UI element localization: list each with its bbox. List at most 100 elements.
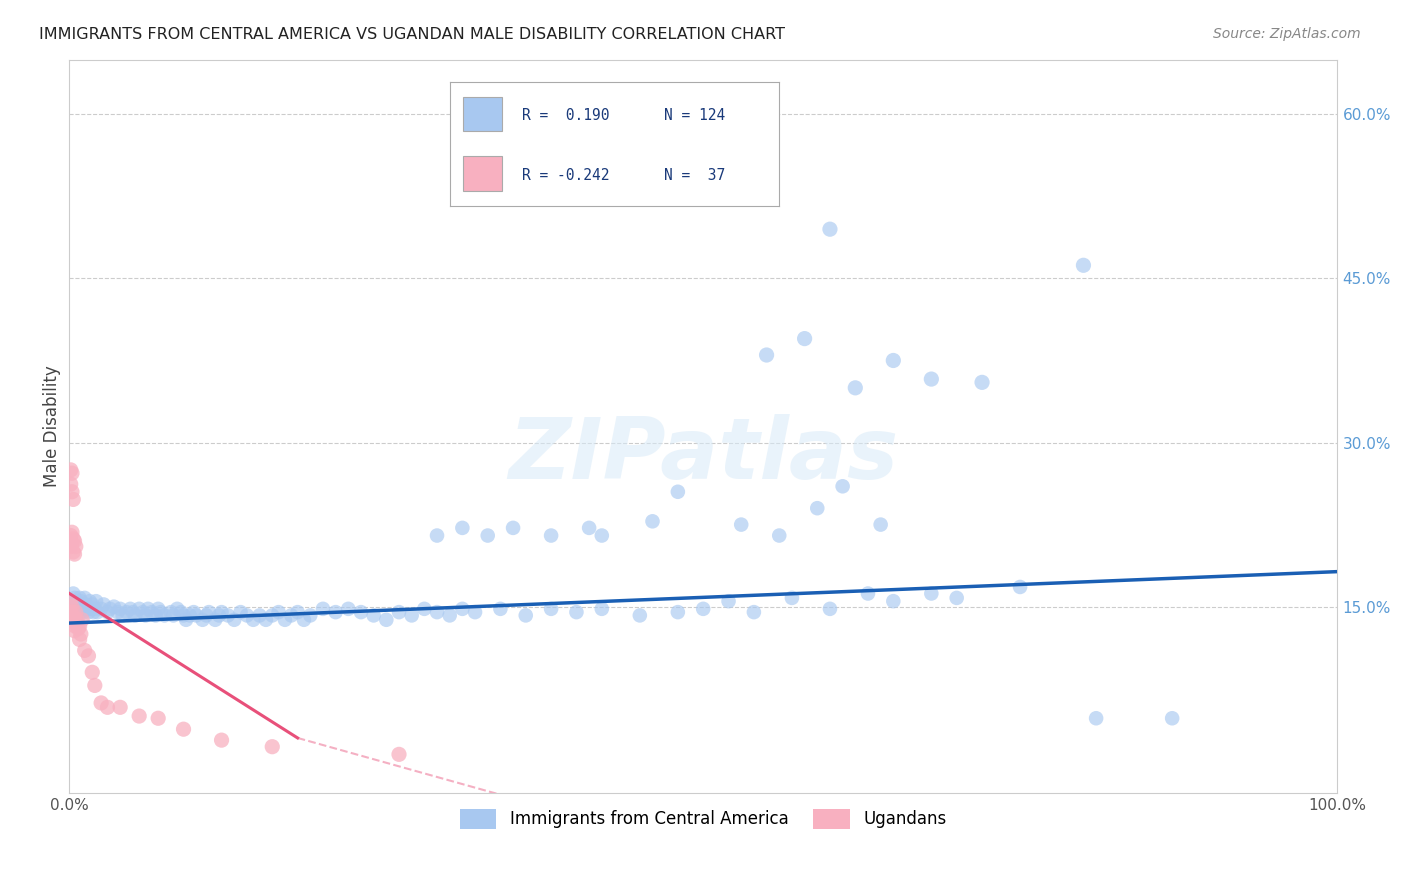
- Point: [363, 608, 385, 623]
- Point: [70, 613, 93, 627]
- Point: [96, 700, 118, 714]
- Point: [108, 602, 131, 616]
- Point: [62, 605, 84, 619]
- Point: [69, 591, 91, 605]
- Point: [844, 381, 866, 395]
- Point: [148, 602, 170, 616]
- Point: [179, 608, 201, 623]
- Point: [451, 521, 474, 535]
- Point: [132, 605, 155, 619]
- Point: [63, 534, 86, 549]
- Point: [191, 613, 214, 627]
- Point: [540, 528, 562, 542]
- Point: [75, 598, 97, 612]
- Point: [970, 376, 993, 390]
- Point: [413, 602, 436, 616]
- Point: [211, 733, 233, 747]
- Point: [72, 605, 94, 619]
- Point: [540, 602, 562, 616]
- Point: [742, 605, 765, 619]
- Point: [780, 591, 803, 605]
- Point: [280, 608, 302, 623]
- Point: [162, 608, 184, 623]
- Point: [84, 594, 107, 608]
- Point: [59, 477, 82, 491]
- Point: [83, 678, 105, 692]
- Point: [80, 602, 103, 616]
- Point: [60, 594, 83, 608]
- Point: [62, 586, 84, 600]
- Point: [90, 696, 112, 710]
- Point: [62, 532, 84, 546]
- Point: [121, 605, 143, 619]
- Point: [267, 605, 290, 619]
- Point: [641, 514, 664, 528]
- Point: [426, 605, 449, 619]
- Point: [59, 540, 82, 554]
- Point: [173, 722, 195, 736]
- Point: [920, 586, 942, 600]
- Point: [124, 608, 146, 623]
- Point: [666, 484, 689, 499]
- Point: [63, 610, 86, 624]
- Point: [60, 610, 83, 624]
- Point: [149, 605, 172, 619]
- Point: [59, 463, 82, 477]
- Point: [103, 599, 125, 614]
- Point: [262, 739, 284, 754]
- Point: [186, 608, 208, 623]
- Point: [134, 608, 156, 623]
- Point: [59, 594, 82, 608]
- Point: [65, 540, 87, 554]
- Point: [63, 624, 86, 638]
- Text: ZIPatlas: ZIPatlas: [508, 414, 898, 497]
- Legend: Immigrants from Central America, Ugandans: Immigrants from Central America, Ugandan…: [453, 802, 953, 836]
- Point: [141, 605, 163, 619]
- Point: [60, 536, 83, 550]
- Point: [299, 608, 322, 623]
- Point: [60, 525, 83, 540]
- Point: [136, 602, 159, 616]
- Point: [69, 602, 91, 616]
- Point: [98, 602, 121, 616]
- Point: [768, 528, 790, 542]
- Point: [145, 608, 167, 623]
- Point: [63, 591, 86, 605]
- Point: [388, 747, 411, 762]
- Point: [717, 594, 740, 608]
- Point: [67, 605, 90, 619]
- Point: [869, 517, 891, 532]
- Point: [160, 605, 183, 619]
- Point: [565, 605, 588, 619]
- Point: [83, 605, 105, 619]
- Point: [337, 602, 360, 616]
- Point: [67, 598, 90, 612]
- Point: [1085, 711, 1108, 725]
- Point: [59, 528, 82, 542]
- Point: [236, 608, 259, 623]
- Point: [591, 602, 613, 616]
- Point: [1073, 258, 1095, 272]
- Point: [287, 605, 309, 619]
- Point: [96, 605, 118, 619]
- Point: [115, 605, 138, 619]
- Point: [229, 605, 252, 619]
- Point: [65, 605, 87, 619]
- Point: [174, 613, 197, 627]
- Point: [65, 616, 87, 631]
- Point: [198, 605, 221, 619]
- Point: [173, 608, 195, 623]
- Point: [242, 613, 264, 627]
- Point: [170, 605, 193, 619]
- Point: [66, 613, 89, 627]
- Point: [502, 521, 524, 535]
- Point: [831, 479, 853, 493]
- Point: [578, 521, 600, 535]
- Point: [65, 599, 87, 614]
- Point: [70, 594, 93, 608]
- Point: [426, 528, 449, 542]
- Point: [66, 594, 89, 608]
- Point: [66, 602, 89, 616]
- Point: [60, 599, 83, 614]
- Text: IMMIGRANTS FROM CENTRAL AMERICA VS UGANDAN MALE DISABILITY CORRELATION CHART: IMMIGRANTS FROM CENTRAL AMERICA VS UGAND…: [39, 27, 786, 42]
